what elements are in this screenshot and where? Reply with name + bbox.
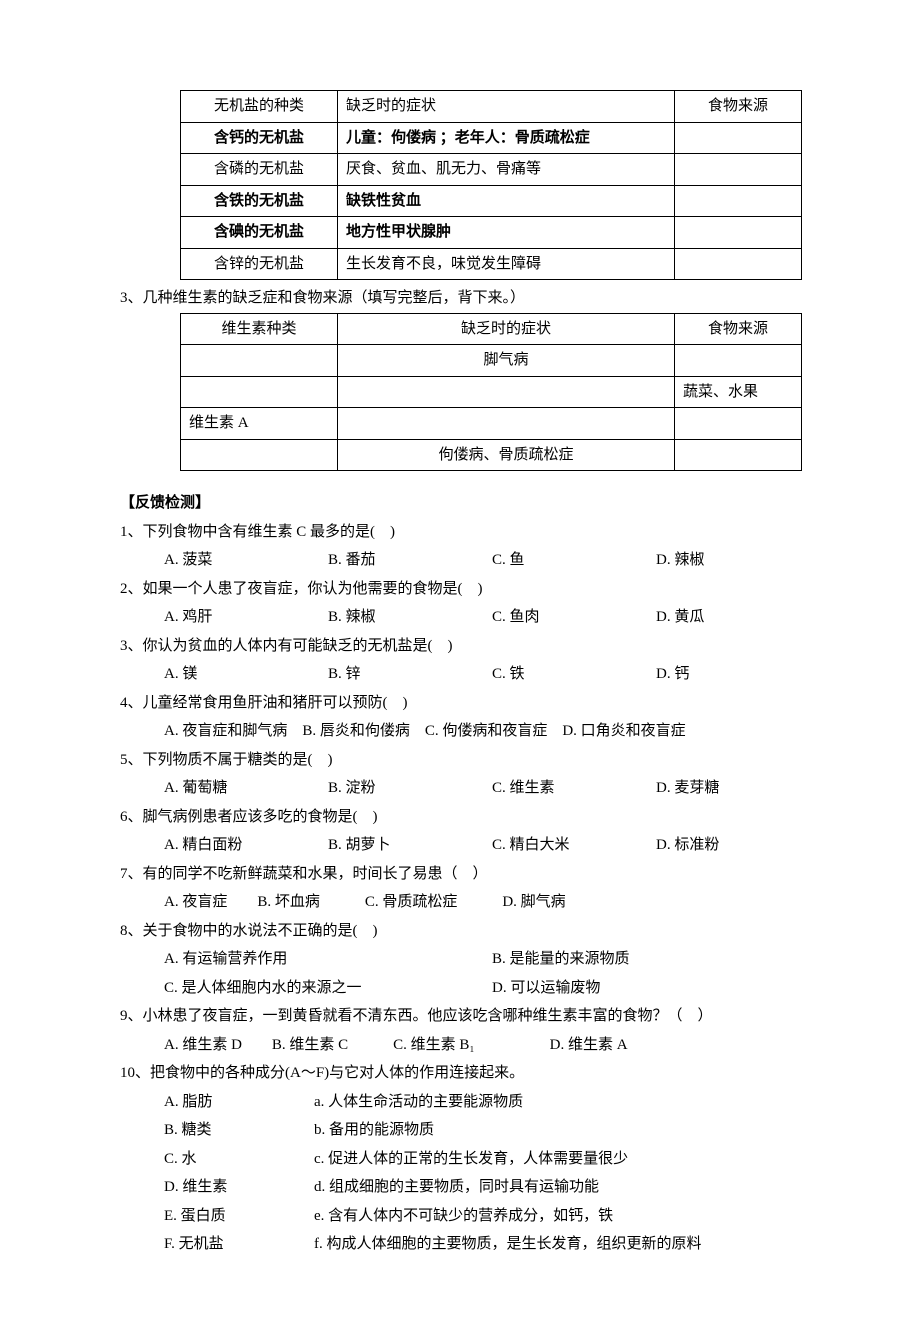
q8-d: D. 可以运输废物	[492, 974, 820, 1003]
q8-row2: C. 是人体细胞内水的来源之一 D. 可以运输废物	[120, 974, 820, 1003]
t1-r1c2: 儿童：佝偻病 ；老年人：骨质疏松症	[338, 122, 675, 154]
t1-r3c3	[675, 185, 802, 217]
q10-row-f: F. 无机盐f. 构成人体细胞的主要物质，是生长发育，组织更新的原料	[120, 1230, 820, 1259]
q10-rf: f. 构成人体细胞的主要物质，是生长发育，组织更新的原料	[314, 1230, 820, 1259]
q5-c: C. 维生素	[492, 774, 656, 803]
t1-r4c2: 地方性甲状腺肿	[338, 217, 675, 249]
q6-opts: A. 精白面粉 B. 胡萝卜 C. 精白大米 D. 标准粉	[120, 831, 820, 860]
q1-b: B. 番茄	[328, 546, 492, 575]
q10-row-c: C. 水c. 促进人体的正常的生长发育，人体需要量很少	[120, 1145, 820, 1174]
t2-r2c2	[338, 376, 675, 408]
q2-b: B. 辣椒	[328, 603, 492, 632]
q10-row-a: A. 脂肪a. 人体生命活动的主要能源物质	[120, 1088, 820, 1117]
q3-d: D. 钙	[656, 660, 820, 689]
t1-r4c1: 含碘的无机盐	[181, 217, 338, 249]
t2-r1c1	[181, 345, 338, 377]
q7-stem: 7、有的同学不吃新鲜蔬菜和水果，时间长了易患（ ）	[120, 860, 820, 889]
q4-stem: 4、儿童经常食用鱼肝油和猪肝可以预防( )	[120, 689, 820, 718]
q6-stem: 6、脚气病例患者应该多吃的食物是( )	[120, 803, 820, 832]
t2-r4c3	[675, 439, 802, 471]
t2-r3c2	[338, 408, 675, 440]
q2-c: C. 鱼肉	[492, 603, 656, 632]
q10-row-d: D. 维生素d. 组成细胞的主要物质，同时具有运输功能	[120, 1173, 820, 1202]
q7-opts: A. 夜盲症 B. 坏血病 C. 骨质疏松症 D. 脚气病	[120, 888, 820, 917]
q8-c: C. 是人体细胞内水的来源之一	[164, 974, 492, 1003]
t2-r2c3: 蔬菜、水果	[675, 376, 802, 408]
q3-opts: A. 镁 B. 锌 C. 铁 D. 钙	[120, 660, 820, 689]
q1-c: C. 鱼	[492, 546, 656, 575]
q10-row-e: E. 蛋白质e. 含有人体内不可缺少的营养成分，如钙，铁	[120, 1202, 820, 1231]
q1-a: A. 菠菜	[164, 546, 328, 575]
q6-a: A. 精白面粉	[164, 831, 328, 860]
q5-b: B. 淀粉	[328, 774, 492, 803]
t2-r1c2: 脚气病	[338, 345, 675, 377]
q2-opts: A. 鸡肝 B. 辣椒 C. 鱼肉 D. 黄瓜	[120, 603, 820, 632]
q10-ra: a. 人体生命活动的主要能源物质	[314, 1088, 820, 1117]
q10-la: A. 脂肪	[164, 1088, 314, 1117]
q3-c: C. 铁	[492, 660, 656, 689]
t2-r4c2: 佝偻病、骨质疏松症	[338, 439, 675, 471]
q10-row-b: B. 糖类b. 备用的能源物质	[120, 1116, 820, 1145]
q3-stem: 3、你认为贫血的人体内有可能缺乏的无机盐是( )	[120, 632, 820, 661]
t2-h2: 缺乏时的症状	[338, 313, 675, 345]
q8-stem: 8、关于食物中的水说法不正确的是( )	[120, 917, 820, 946]
q10-re: e. 含有人体内不可缺少的营养成分，如钙，铁	[314, 1202, 820, 1231]
t1-r3c1: 含铁的无机盐	[181, 185, 338, 217]
q5-stem: 5、下列物质不属于糖类的是( )	[120, 746, 820, 775]
q6-d: D. 标准粉	[656, 831, 820, 860]
q6-b: B. 胡萝卜	[328, 831, 492, 860]
t2-h3: 食物来源	[675, 313, 802, 345]
q6-c: C. 精白大米	[492, 831, 656, 860]
q10-rb: b. 备用的能源物质	[314, 1116, 820, 1145]
q9-stem: 9、小林患了夜盲症，一到黄昏就看不清东西。他应该吃含哪种维生素丰富的食物？（ ）	[120, 1002, 820, 1031]
q10-le: E. 蛋白质	[164, 1202, 314, 1231]
t1-h2: 缺乏时的症状	[338, 91, 675, 123]
t2-r1c3	[675, 345, 802, 377]
q10-lc: C. 水	[164, 1145, 314, 1174]
t1-r1c1: 含钙的无机盐	[181, 122, 338, 154]
q8-b: B. 是能量的来源物质	[492, 945, 820, 974]
q10-lb: B. 糖类	[164, 1116, 314, 1145]
q3-pre: 3、几种维生素的缺乏症和食物来源（填写完整后，背下来。）	[120, 284, 820, 313]
t1-r1c3	[675, 122, 802, 154]
q5-a: A. 葡萄糖	[164, 774, 328, 803]
t1-r2c2: 厌食、贫血、肌无力、骨痛等	[338, 154, 675, 186]
t1-h1: 无机盐的种类	[181, 91, 338, 123]
t2-r2c1	[181, 376, 338, 408]
vitamins-table: 维生素种类 缺乏时的症状 食物来源 脚气病 蔬菜、水果 维生素 A 佝偻病、骨质…	[180, 313, 802, 472]
q5-opts: A. 葡萄糖 B. 淀粉 C. 维生素 D. 麦芽糖	[120, 774, 820, 803]
q4-opts: A. 夜盲症和脚气病 B. 唇炎和佝偻病 C. 佝偻病和夜盲症 D. 口角炎和夜…	[120, 717, 820, 746]
t1-r2c1: 含磷的无机盐	[181, 154, 338, 186]
q10-ld: D. 维生素	[164, 1173, 314, 1202]
q8-row1: A. 有运输营养作用 B. 是能量的来源物质	[120, 945, 820, 974]
t1-r5c3	[675, 248, 802, 280]
minerals-table: 无机盐的种类 缺乏时的症状 食物来源 含钙的无机盐 儿童：佝偻病 ；老年人：骨质…	[180, 90, 802, 280]
t2-r3c3	[675, 408, 802, 440]
q1-stem: 1、下列食物中含有维生素 C 最多的是( )	[120, 518, 820, 547]
q3-a: A. 镁	[164, 660, 328, 689]
q9-opts: A. 维生素 D B. 维生素 C C. 维生素 B₁ D. 维生素 A	[120, 1031, 820, 1060]
t1-r5c1: 含锌的无机盐	[181, 248, 338, 280]
q2-stem: 2、如果一个人患了夜盲症，你认为他需要的食物是( )	[120, 575, 820, 604]
q10-lf: F. 无机盐	[164, 1230, 314, 1259]
q8-a: A. 有运输营养作用	[164, 945, 492, 974]
q10-rd: d. 组成细胞的主要物质，同时具有运输功能	[314, 1173, 820, 1202]
q10-rc: c. 促进人体的正常的生长发育，人体需要量很少	[314, 1145, 820, 1174]
q10-stem: 10、把食物中的各种成分(A～F)与它对人体的作用连接起来。	[120, 1059, 820, 1088]
t1-r5c2: 生长发育不良，味觉发生障碍	[338, 248, 675, 280]
t2-h1: 维生素种类	[181, 313, 338, 345]
q1-opts: A. 菠菜 B. 番茄 C. 鱼 D. 辣椒	[120, 546, 820, 575]
t2-r4c1	[181, 439, 338, 471]
q3-b: B. 锌	[328, 660, 492, 689]
q1-d: D. 辣椒	[656, 546, 820, 575]
t1-r3c2: 缺铁性贫血	[338, 185, 675, 217]
q5-d: D. 麦芽糖	[656, 774, 820, 803]
feedback-title: 【反馈检测】	[120, 489, 820, 518]
t1-h3: 食物来源	[675, 91, 802, 123]
t1-r4c3	[675, 217, 802, 249]
q2-a: A. 鸡肝	[164, 603, 328, 632]
q2-d: D. 黄瓜	[656, 603, 820, 632]
t2-r3c1: 维生素 A	[181, 408, 338, 440]
t1-r2c3	[675, 154, 802, 186]
